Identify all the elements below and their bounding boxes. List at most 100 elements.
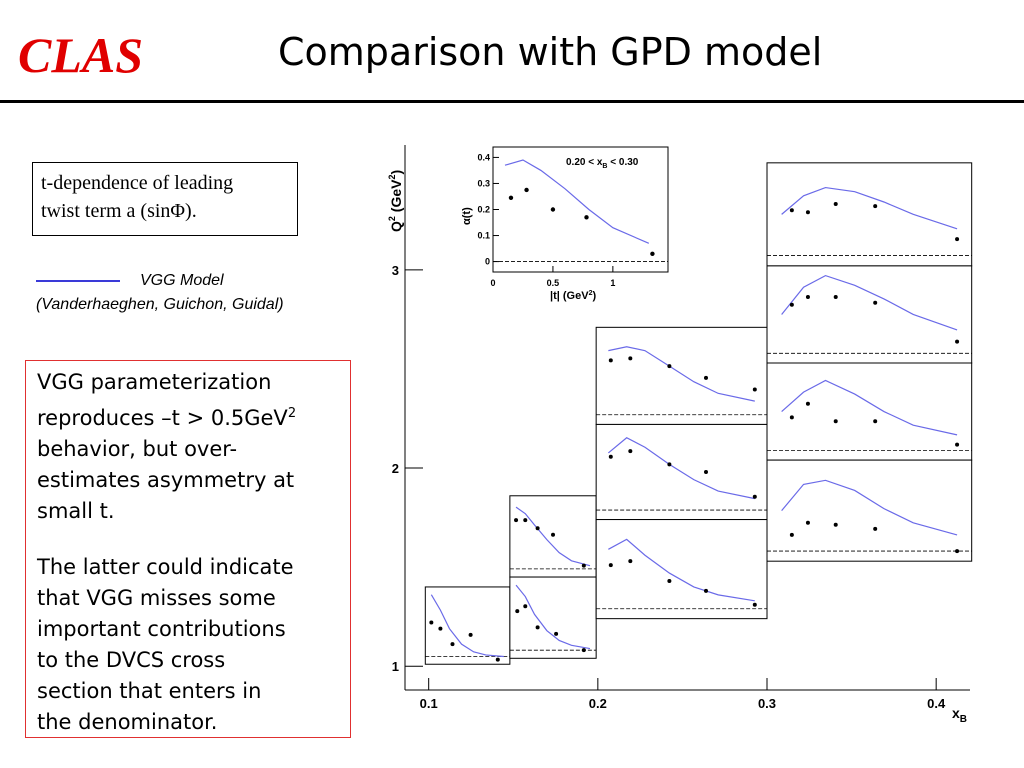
note-line: twist term a (sinΦ). [41, 200, 197, 222]
data-point [667, 579, 672, 583]
data-point [703, 470, 708, 474]
text-box: VGG parameterization reproduces –t > 0.5… [25, 360, 351, 738]
data-point [581, 648, 586, 653]
panel-frame [595, 519, 768, 620]
data-point [581, 563, 586, 568]
data-point [628, 449, 633, 454]
inset-x-label-main: |t| (GeV [550, 290, 589, 302]
inset-label-sub: B [602, 163, 607, 170]
data-point [833, 294, 838, 299]
panel-frame [766, 362, 973, 461]
data-point [608, 454, 613, 459]
inset-label-main: 0.20 < x [566, 157, 603, 168]
data-point [955, 237, 960, 242]
x-axis-label: xB [952, 705, 967, 725]
data-point [752, 387, 757, 392]
panel-frame [595, 326, 768, 425]
text-line: the denominator. [37, 710, 218, 734]
text-line: section that enters in [37, 679, 262, 703]
superscript: 2 [287, 406, 297, 421]
data-point [789, 302, 794, 307]
data-point [515, 609, 520, 614]
data-point [833, 202, 838, 207]
data-point [873, 526, 878, 531]
title-rule [0, 100, 1024, 103]
y-axis-label: Q2 (GeV2) [387, 170, 404, 232]
data-point [554, 631, 559, 636]
panel-frame [509, 495, 597, 578]
data-point [495, 657, 500, 662]
text-line: reproduces –t > 0.5GeV [37, 406, 288, 430]
panel-frame [595, 423, 768, 521]
x-tick-label: 0.1 [420, 696, 438, 711]
text-line: to the DVCS cross [37, 648, 226, 672]
inset-point [650, 251, 655, 256]
data-point [805, 401, 810, 406]
data-point [703, 375, 708, 380]
data-point [873, 419, 878, 424]
panel-frame [766, 265, 973, 364]
data-point [789, 208, 794, 213]
data-point [523, 518, 528, 523]
model-curve [608, 538, 755, 602]
y-label-end: ) [388, 170, 404, 175]
data-point [450, 642, 455, 647]
inset-model-curve [504, 159, 650, 244]
data-point [523, 604, 528, 609]
panel-frame [766, 459, 973, 562]
model-curve [515, 506, 591, 567]
data-point [955, 339, 960, 344]
x-axis-label-sub: B [960, 714, 967, 725]
x-tick-label: 0.3 [758, 696, 776, 711]
text-line: that VGG misses some [37, 586, 276, 610]
data-point [752, 602, 757, 607]
data-point [752, 494, 757, 499]
data-point [514, 518, 519, 523]
text-line: The latter could indicate [37, 555, 294, 579]
data-point [628, 559, 633, 564]
data-point [833, 522, 838, 527]
text-line: small t. [37, 499, 115, 523]
inset-label: 0.20 < xB < 0.30 [566, 157, 639, 170]
inset-y-tick-label: 0.4 [477, 152, 490, 162]
data-point [805, 520, 810, 525]
y-label-rest: (GeV [388, 179, 404, 216]
inset-y-label: α(t) [461, 207, 473, 225]
inset-y-tick-label: 0.2 [477, 205, 490, 215]
paragraph: VGG parameterization reproduces –t > 0.5… [37, 367, 350, 527]
inset-point [524, 187, 529, 193]
logo: CLAS [18, 27, 144, 83]
note-box: t-dependence of leading twist term a (si… [32, 162, 298, 236]
text-line: estimates asymmetry at [37, 468, 295, 492]
legend-line [36, 280, 120, 282]
panel-frame [424, 586, 511, 665]
note-line: t-dependence of leading [41, 172, 234, 194]
data-point [438, 626, 443, 631]
inset-x-label-sup: 2 [589, 290, 593, 297]
data-point [805, 294, 810, 299]
inset-label-end: < 0.30 [607, 157, 638, 168]
data-point [833, 419, 838, 424]
model-curve [781, 379, 958, 436]
data-point [628, 356, 633, 361]
model-curve [781, 186, 958, 230]
inset-x-label-end: ) [592, 290, 596, 302]
data-point [667, 364, 672, 369]
inset-y-tick-label: 0.3 [477, 178, 490, 188]
inset-point [508, 195, 514, 200]
inset-x-tick-label: 1 [610, 278, 615, 288]
panel-frame [766, 162, 973, 267]
data-point [955, 442, 960, 447]
data-point [805, 210, 810, 215]
y-label-sup: 2 [387, 216, 397, 221]
data-point [535, 625, 540, 630]
y-label-main: Q [388, 221, 404, 232]
y-tick-label: 2 [392, 461, 399, 476]
x-tick-label: 0.2 [589, 696, 607, 711]
inset-x-tick-label: 0.5 [547, 278, 560, 288]
data-point [535, 526, 540, 531]
model-curve [608, 346, 755, 402]
inset-x-tick-label: 0 [490, 278, 495, 288]
